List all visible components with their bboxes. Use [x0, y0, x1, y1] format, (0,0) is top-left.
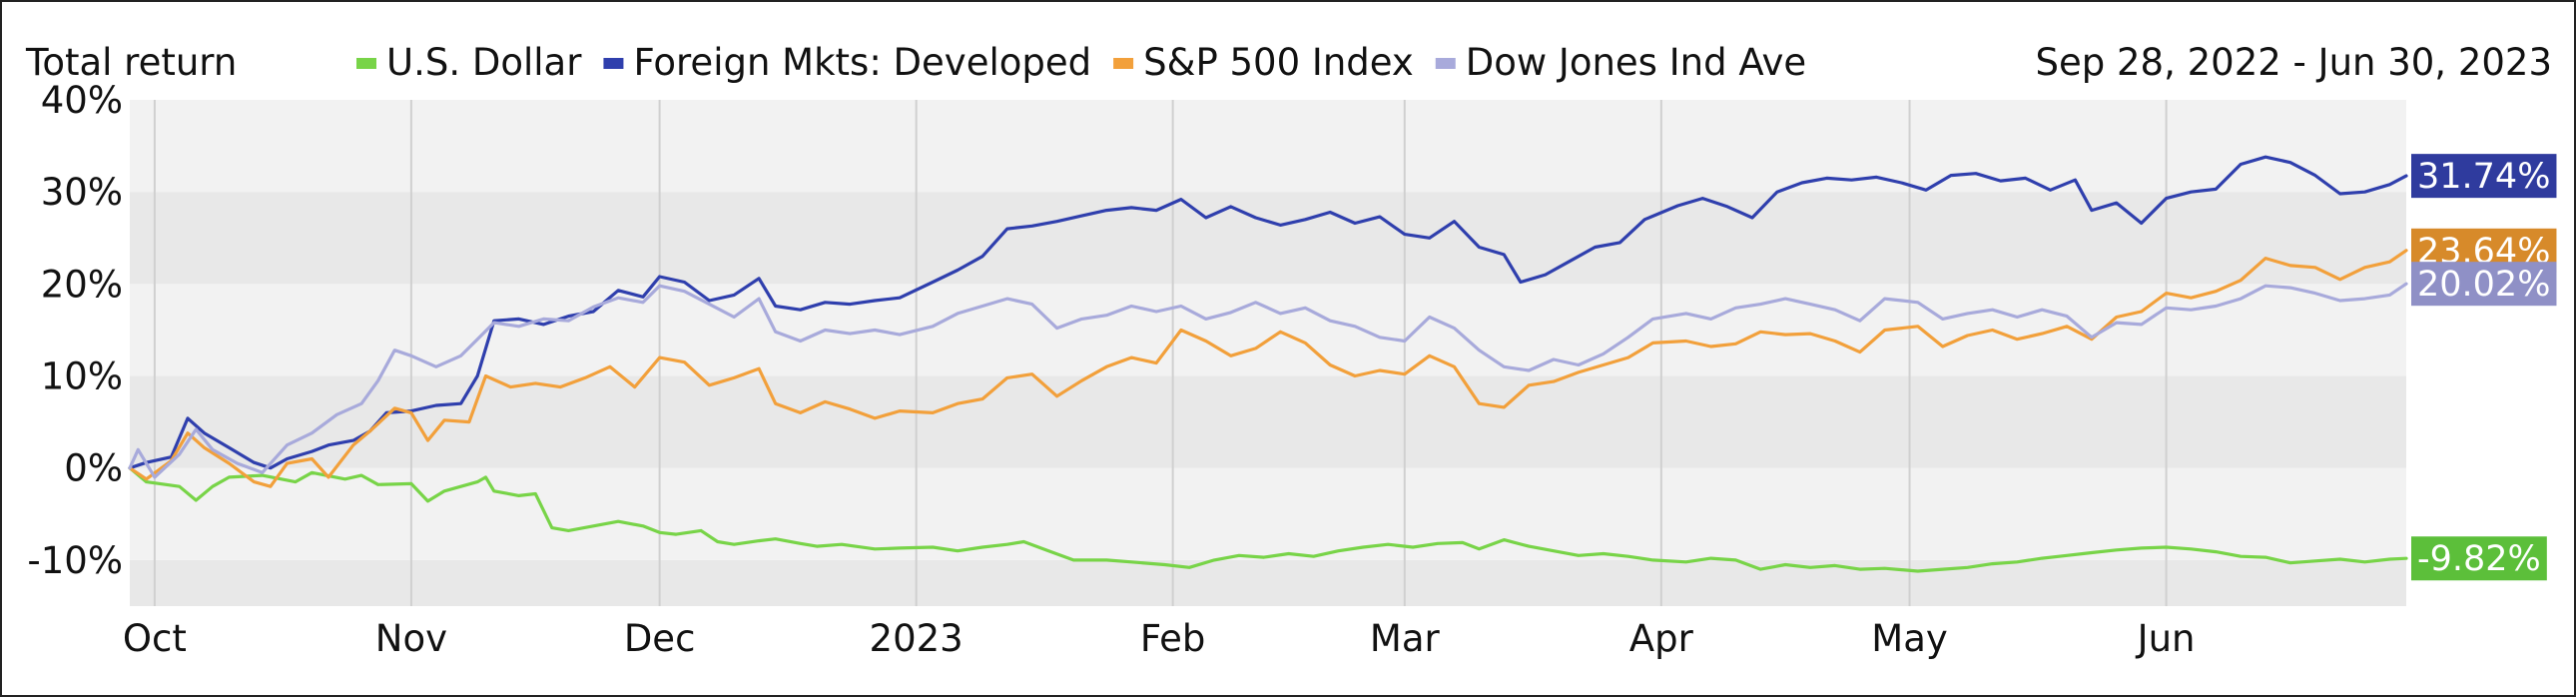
x-tick-label-apr: Apr [1629, 617, 1694, 660]
end-label-text: -9.82% [2417, 539, 2541, 579]
gridlines [153, 100, 2168, 606]
end-label-box [2411, 262, 2557, 307]
plot-band [130, 375, 2406, 468]
y-axis-title: Total return [25, 41, 237, 84]
x-tick-label-2023: 2023 [870, 617, 964, 660]
x-tick-label-mar: Mar [1370, 617, 1441, 660]
plot-background [130, 100, 2406, 606]
plot-band [130, 284, 2406, 376]
legend-label-u-s-dollar: U.S. Dollar [386, 41, 582, 84]
end-label-dow-jones-ind-ave: 20.02% [2411, 262, 2557, 307]
x-tick-label-oct: Oct [123, 617, 187, 660]
end-label-u-s-dollar: -9.82% [2411, 536, 2547, 581]
x-tick-label-jun: Jun [2136, 617, 2196, 660]
end-label-text: 31.74% [2417, 157, 2550, 197]
x-tick-label-dec: Dec [624, 617, 696, 660]
series-line-u-s-dollar [128, 466, 2408, 573]
end-label-text: 20.02% [2417, 265, 2550, 305]
y-tick-label: 0% [64, 447, 123, 490]
y-tick-label: 10% [41, 355, 123, 398]
end-label-foreign-mkts-developed: 31.74% [2411, 154, 2557, 199]
legend-swatch-foreign-mkts-developed [603, 58, 624, 69]
y-axis-ticks: -10% 0% 10% 20% 30% 40% [27, 79, 123, 582]
plot-band [130, 100, 2406, 193]
x-axis-ticks: Oct Nov Dec 2023 Feb Mar Apr May Jun [123, 617, 2196, 660]
plot-band [130, 559, 2406, 606]
series-line-foreign-mkts-developed [128, 155, 2408, 470]
legend: U.S. Dollar Foreign Mkts: Developed S&P 50… [356, 41, 1806, 84]
legend-label-foreign-mkts-developed: Foreign Mkts: Developed [633, 41, 1091, 84]
end-label-box [2411, 154, 2557, 199]
legend-label-dow-jones-ind-ave: Dow Jones Ind Ave [1466, 41, 1806, 84]
y-tick-label: 40% [41, 79, 123, 122]
y-tick-label: 20% [41, 263, 123, 306]
y-tick-label: -10% [27, 539, 123, 582]
series-line-s-p-500-index [128, 249, 2408, 488]
x-tick-label-may: May [1871, 617, 1948, 660]
x-tick-label-feb: Feb [1140, 617, 1206, 660]
legend-swatch-u-s-dollar [356, 58, 376, 69]
plot-band [130, 467, 2406, 560]
legend-label-s-p-500-index: S&P 500 Index [1143, 41, 1414, 84]
plot-band [130, 192, 2406, 285]
end-value-labels: -9.82%31.74%23.64%20.02% [2411, 154, 2557, 581]
x-tick-label-nov: Nov [375, 617, 447, 660]
y-tick-label: 30% [41, 171, 123, 214]
series-line-dow-jones-ind-ave [128, 282, 2408, 479]
end-label-box [2411, 536, 2547, 581]
legend-swatch-s-p-500-index [1113, 58, 1134, 69]
legend-swatch-dow-jones-ind-ave [1435, 58, 1456, 69]
series-lines [128, 155, 2408, 573]
date-range: Sep 28, 2022 - Jun 30, 2023 [2036, 41, 2552, 84]
